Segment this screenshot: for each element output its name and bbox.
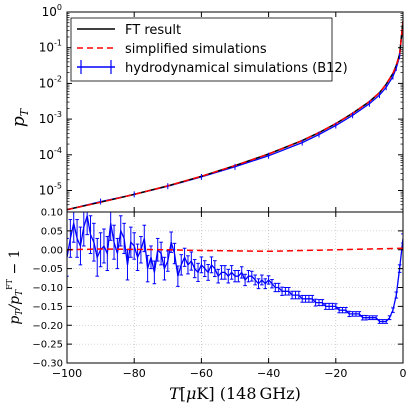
bottom-xtick-label: −100 — [52, 367, 82, 380]
bottom-ytick-label: −0.25 — [32, 340, 63, 351]
bottom-series-simplified — [67, 247, 403, 253]
top-panel: 100 10-1 10-2 10-3 10-4 10-5 FT result simpli… — [9, 3, 404, 213]
bottom-panel: −100 −80 −60 −40 −20 0 0.10 0.05 0.00 −0.05 −0.10 −… — [5, 208, 407, 404]
legend: FT result simplified simulations hydrody… — [70, 17, 348, 82]
bottom-ytick-label: 0.05 — [41, 226, 63, 237]
top-ytick-label: 10-4 — [39, 146, 62, 162]
bottom-ytick-label: −0.15 — [32, 302, 63, 313]
bottom-ytick-label: −0.20 — [32, 321, 63, 332]
bottom-ytick-label: −0.10 — [32, 283, 63, 294]
bottom-ytick-label: 0.10 — [41, 208, 63, 219]
top-series-line — [67, 21, 403, 211]
top-ytick-label: 10-2 — [39, 74, 62, 90]
bottom-ylabel: pT/pTFT − 1 — [5, 249, 25, 324]
bottom-xlabel: T[μK] (148 GHz) — [169, 384, 301, 403]
bottom-plot-frame — [66, 211, 404, 364]
bottom-xtick-label: −20 — [324, 367, 347, 380]
bottom-series-hydro — [67, 215, 403, 323]
bottom-ytick-label: −0.30 — [32, 359, 63, 370]
bottom-xtick-label: −40 — [257, 367, 280, 380]
top-ytick-label: 10-5 — [39, 182, 62, 198]
bottom-ytick-label: 0.00 — [41, 245, 63, 256]
top-ytick-label: 100 — [42, 3, 62, 19]
legend-entry-ft: FT result — [77, 23, 181, 38]
legend-label-simplified: simplified simulations — [125, 42, 267, 57]
bottom-series-group — [67, 212, 403, 324]
legend-entry-hydro: hydrodynamical simulations (B12) — [77, 60, 348, 76]
bottom-ytick-label: −0.05 — [32, 264, 63, 275]
top-series-group — [67, 18, 403, 212]
legend-entry-simplified: simplified simulations — [77, 42, 267, 57]
top-ytick-label: 10-1 — [39, 39, 62, 55]
bottom-xtick-label: −80 — [123, 367, 146, 380]
top-ytick-label: 10-3 — [39, 110, 62, 126]
legend-label-hydro: hydrodynamical simulations (B12) — [125, 61, 348, 76]
bottom-ticks: −100 −80 −60 −40 −20 0 0.10 0.05 0.00 −0.05 −0.10 −… — [32, 208, 406, 381]
bottom-xtick-label: 0 — [400, 367, 407, 380]
legend-label-ft: FT result — [125, 23, 181, 38]
top-ylabel: pT — [9, 107, 31, 127]
bottom-xtick-label: −60 — [190, 367, 213, 380]
